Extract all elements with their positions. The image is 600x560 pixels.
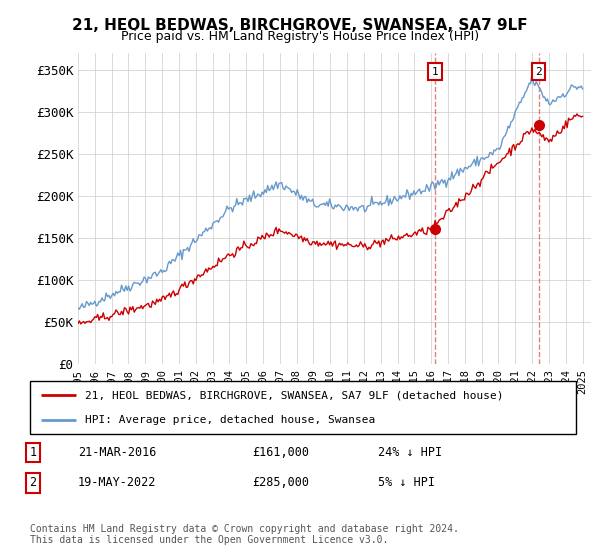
Text: 1: 1 — [29, 446, 37, 459]
FancyBboxPatch shape — [30, 381, 576, 434]
Text: HPI: Average price, detached house, Swansea: HPI: Average price, detached house, Swan… — [85, 414, 375, 424]
Text: 1: 1 — [431, 67, 438, 77]
Text: Price paid vs. HM Land Registry's House Price Index (HPI): Price paid vs. HM Land Registry's House … — [121, 30, 479, 43]
Text: £285,000: £285,000 — [252, 476, 309, 489]
Text: 21, HEOL BEDWAS, BIRCHGROVE, SWANSEA, SA7 9LF: 21, HEOL BEDWAS, BIRCHGROVE, SWANSEA, SA… — [72, 18, 528, 33]
Text: £161,000: £161,000 — [252, 446, 309, 459]
Text: Contains HM Land Registry data © Crown copyright and database right 2024.
This d: Contains HM Land Registry data © Crown c… — [30, 524, 459, 545]
Text: 21-MAR-2016: 21-MAR-2016 — [78, 446, 157, 459]
Text: 5% ↓ HPI: 5% ↓ HPI — [378, 476, 435, 489]
Text: 21, HEOL BEDWAS, BIRCHGROVE, SWANSEA, SA7 9LF (detached house): 21, HEOL BEDWAS, BIRCHGROVE, SWANSEA, SA… — [85, 390, 503, 400]
Text: 2: 2 — [29, 476, 37, 489]
Text: 19-MAY-2022: 19-MAY-2022 — [78, 476, 157, 489]
Text: 2: 2 — [535, 67, 542, 77]
Text: 24% ↓ HPI: 24% ↓ HPI — [378, 446, 442, 459]
